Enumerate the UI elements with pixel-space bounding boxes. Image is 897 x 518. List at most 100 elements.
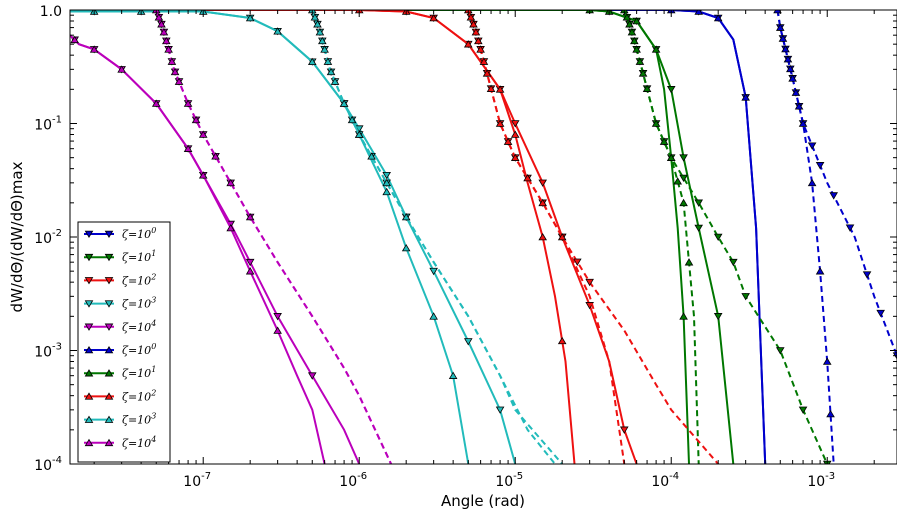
series-z2-up-marker: [474, 36, 483, 45]
x-axis-title: Angle (rad): [441, 492, 525, 510]
series-z3-up-marker: [448, 371, 458, 379]
series-z2-down-marker: [619, 426, 629, 434]
series-z4-up-marker: [226, 178, 235, 187]
legend-label-exp: 0: [151, 342, 156, 351]
legend-marker: [104, 392, 114, 400]
series-z3-up-marker: [339, 99, 349, 107]
series-z3-down-marker: [382, 171, 391, 180]
series-z0-up-marker: [788, 74, 797, 82]
series-z4-up-marker: [226, 223, 235, 232]
legend-label: ζ=103: [122, 296, 156, 311]
series-z3-up-marker: [429, 312, 438, 320]
series-z0-up-marker: [798, 119, 808, 127]
series-z2-down-marker: [585, 278, 594, 287]
legend-label-exp: 2: [150, 388, 156, 397]
series-z1-up-marker: [651, 45, 661, 53]
legend-label: ζ=100: [122, 342, 156, 357]
legend-marker: [104, 253, 114, 262]
series-z3-up-marker: [347, 115, 357, 124]
legend-label: ζ=103: [122, 412, 156, 427]
series-z1-up-solid-line: [70, 10, 690, 464]
series-z3-up-marker: [401, 212, 411, 221]
series-z2-up-marker: [429, 13, 438, 22]
legend-marker: [104, 277, 114, 285]
legend-marker: [84, 300, 94, 308]
series-z0-up-marker: [794, 102, 804, 110]
series-z1-up-marker: [642, 84, 652, 92]
series-z1-down-marker: [713, 233, 723, 242]
x-tick-label-base: 10: [651, 474, 669, 490]
series-z2-up-marker: [538, 232, 547, 241]
series-z4-down-marker: [307, 372, 317, 380]
series-z0-down-marker: [815, 162, 825, 170]
legend-label: ζ=101: [122, 249, 156, 264]
series-z0-up-marker: [791, 88, 801, 96]
series-z3-up-marker: [330, 77, 340, 85]
series-z4-up-marker: [174, 77, 184, 85]
series-z2-up-marker: [495, 85, 505, 93]
legend-label-base: ζ=10: [122, 390, 151, 403]
legend-label-base: ζ=10: [122, 367, 151, 380]
y-axis-title-text: dW/dΘ/(dW/dΘ)max: [8, 161, 26, 312]
legend-label-exp: 2: [150, 272, 156, 281]
series-z0-up-marker: [781, 44, 790, 53]
y-tick-label-base: 10: [34, 118, 52, 134]
legend-marker: [84, 392, 94, 400]
series-z1-up-marker: [679, 198, 688, 207]
ticks-layer: 10-7 10-6 10-5 10-4 10-31.010-110-210-310-4: [34, 4, 897, 490]
legend-label-base: ζ=10: [122, 251, 151, 264]
series-z1-down-marker: [679, 174, 688, 183]
legend-label-exp: 1: [151, 365, 156, 374]
series-z3-up-marker: [323, 57, 333, 65]
series-z4-up-marker: [151, 99, 161, 107]
legend-marker: [104, 415, 114, 423]
series-z0-down-dashed-line: [776, 10, 897, 357]
series-z0-up-marker: [815, 267, 825, 275]
series-z3-up-marker: [307, 57, 317, 66]
x-tick-label-base: 10: [495, 474, 513, 490]
series-z1-up-marker: [659, 137, 669, 145]
series-z0-up-dashed-line: [776, 10, 835, 464]
series-z0-up-marker: [807, 178, 817, 187]
series-z0-down-marker: [829, 192, 838, 200]
series-z1-down-marker: [741, 293, 750, 301]
series-z3-up-marker: [273, 27, 282, 35]
series-z2-up-marker: [471, 28, 481, 36]
series-z4-up-marker: [167, 57, 177, 65]
series-z1-down-marker: [679, 154, 688, 162]
series-z3-up-marker: [326, 67, 336, 76]
series-z3-up-marker: [367, 152, 376, 160]
series-z0-down-marker: [862, 271, 872, 279]
legend-marker: [104, 323, 114, 331]
x-tick-label-exp: -7: [201, 471, 211, 482]
series-z2-up-marker: [510, 130, 520, 138]
series-z1-down-marker: [798, 406, 808, 414]
series-z2-down-marker: [573, 258, 582, 266]
series-z1-up-marker: [684, 258, 694, 266]
series-z4-up-marker: [211, 152, 220, 160]
legend-marker: [84, 415, 94, 423]
series-z0-up-marker: [694, 10, 704, 15]
series-z3-up-marker: [245, 13, 255, 22]
series-z1-up-marker: [673, 177, 682, 185]
series-z4-up-marker: [183, 99, 193, 107]
series-z0-up-marker: [741, 93, 750, 101]
series-z3-down-marker: [495, 406, 505, 414]
series-z2-up-marker: [479, 57, 489, 65]
legend-label: ζ=100: [122, 226, 156, 241]
legend-label-base: ζ=10: [122, 228, 151, 241]
series-z4-up-marker: [170, 67, 180, 76]
plot-background: [70, 10, 897, 464]
legend-label-exp: 3: [151, 412, 156, 421]
series-z1-down-marker: [694, 224, 704, 233]
series-z2-up-marker: [510, 153, 520, 161]
series-z0-up-marker: [713, 13, 723, 22]
y-tick-label: 10-4: [34, 455, 62, 474]
legend: ζ=100ζ=101ζ=102ζ=103ζ=104ζ=100ζ=101ζ=102…: [77, 221, 171, 463]
y-tick-label-base: 10: [34, 458, 52, 474]
series-z2-up-marker: [495, 119, 505, 127]
y-tick-label-exp: -2: [52, 228, 62, 239]
x-tick-label: 10-5: [495, 471, 523, 490]
legend-marker: [84, 230, 94, 239]
series-z0-up-marker: [786, 64, 795, 73]
